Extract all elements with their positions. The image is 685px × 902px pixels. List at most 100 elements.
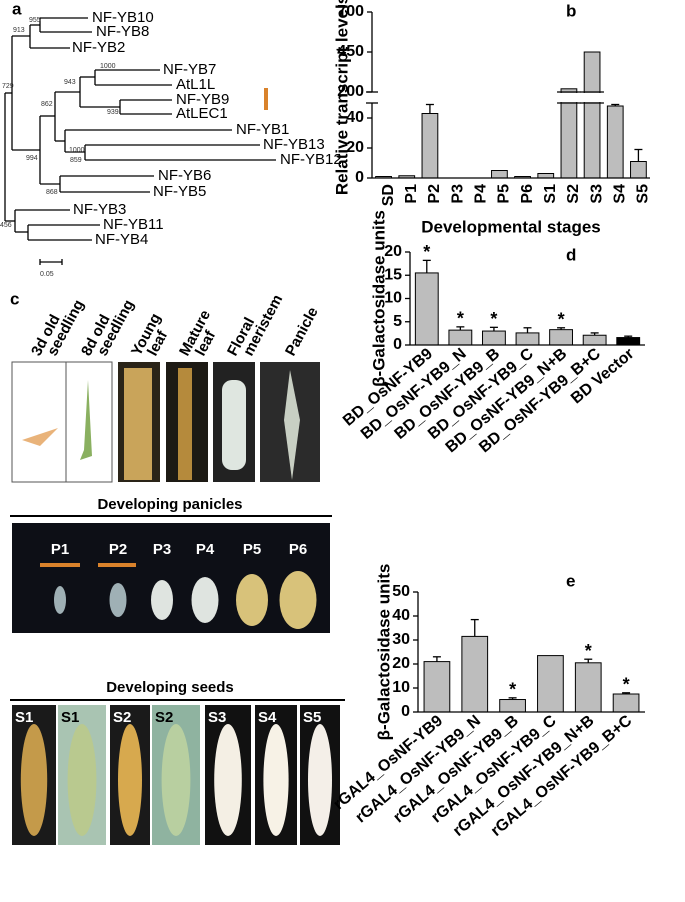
bootstrap-value: 729 bbox=[2, 83, 14, 90]
stage-label: S1 bbox=[15, 709, 33, 726]
bootstrap-value: 868 bbox=[46, 189, 58, 196]
bar bbox=[560, 88, 578, 179]
stage-label: S4 bbox=[258, 709, 277, 726]
panel-label: b bbox=[566, 1, 576, 20]
panicle bbox=[284, 370, 300, 480]
leaf-label: NF-YB3 bbox=[73, 201, 126, 218]
y-tick-label: 15 bbox=[384, 266, 402, 283]
scale-label: 0.05 bbox=[40, 271, 54, 278]
bar bbox=[414, 272, 439, 346]
y-tick-label: 50 bbox=[392, 583, 410, 600]
bar bbox=[461, 635, 489, 713]
x-tick-label: P6 bbox=[519, 184, 536, 204]
panicle bbox=[109, 583, 127, 617]
significance: * bbox=[423, 242, 430, 262]
x-tick-label: S2 bbox=[565, 184, 582, 204]
bootstrap-value: 1000 bbox=[69, 147, 85, 154]
stage-label: P2 bbox=[109, 541, 127, 558]
y-tick-label: 10 bbox=[384, 290, 402, 307]
panicle bbox=[151, 580, 173, 620]
bar bbox=[482, 330, 506, 346]
y-axis-title: Relative transcript levels bbox=[332, 0, 351, 195]
stage-label: S1 bbox=[61, 709, 79, 726]
panicle bbox=[54, 586, 66, 614]
tissue-label: Panicle bbox=[282, 304, 322, 358]
leaf-label: NF-YB12 bbox=[280, 151, 342, 168]
bar bbox=[582, 334, 607, 346]
bar bbox=[537, 173, 555, 179]
y-axis-title: β-Galactosidase units bbox=[374, 564, 393, 741]
meristem bbox=[222, 380, 246, 470]
seedling bbox=[80, 380, 92, 460]
y-tick-label: 200 bbox=[337, 83, 364, 100]
stage-label: S2 bbox=[113, 709, 131, 726]
seed bbox=[308, 724, 332, 836]
leaf bbox=[124, 368, 152, 480]
significance: * bbox=[585, 641, 592, 661]
significance: * bbox=[558, 310, 565, 330]
x-tick-label: P3 bbox=[449, 184, 466, 204]
bar bbox=[606, 105, 624, 179]
panel-label: d bbox=[566, 245, 576, 264]
leaf-label: NF-YB9 bbox=[176, 91, 229, 108]
x-tick-label: S4 bbox=[611, 184, 628, 204]
leaf-label: NF-YB7 bbox=[163, 61, 216, 78]
y-tick-label: 40 bbox=[392, 607, 410, 624]
bootstrap-value: 943 bbox=[64, 79, 76, 86]
leaf-label: NF-YB11 bbox=[103, 216, 164, 233]
stage-label: S3 bbox=[208, 709, 226, 726]
bar bbox=[583, 51, 601, 179]
stage-label: P4 bbox=[196, 541, 215, 558]
leaf-label: NF-YB1 bbox=[236, 121, 289, 138]
y-tick-label: 30 bbox=[392, 631, 410, 648]
leaf-label: NF-YB5 bbox=[153, 183, 206, 200]
leaf bbox=[178, 368, 192, 480]
seed bbox=[263, 724, 289, 836]
section-title: Developing panicles bbox=[97, 496, 242, 513]
seed bbox=[214, 724, 242, 836]
leaf-label: NF-YB6 bbox=[158, 167, 211, 184]
stage-label: S5 bbox=[303, 709, 321, 726]
x-axis-title: Developmental stages bbox=[421, 217, 601, 236]
seed bbox=[20, 724, 48, 836]
bootstrap-value: 939 bbox=[107, 109, 119, 116]
section-title: Developing seeds bbox=[106, 679, 234, 696]
bar bbox=[423, 661, 451, 713]
photo bbox=[12, 523, 330, 633]
y-tick-label: 20 bbox=[384, 243, 402, 260]
significance: * bbox=[509, 680, 516, 700]
y-tick-label: 0 bbox=[401, 703, 410, 720]
y-tick-label: 10 bbox=[392, 679, 410, 696]
bar bbox=[421, 113, 439, 179]
bar bbox=[549, 329, 573, 346]
y-tick-label: 5 bbox=[393, 313, 402, 330]
panel-label: a bbox=[12, 0, 22, 18]
y-tick-label: 450 bbox=[337, 43, 364, 60]
panicle bbox=[191, 577, 219, 623]
x-tick-label: S1 bbox=[542, 184, 559, 204]
significance: * bbox=[490, 309, 497, 329]
bootstrap-value: 859 bbox=[70, 157, 82, 164]
seed bbox=[118, 724, 142, 836]
seedling bbox=[22, 428, 58, 446]
y-tick-label: 0 bbox=[355, 169, 364, 186]
y-tick-label: 700 bbox=[337, 3, 364, 20]
highlight-bar bbox=[264, 88, 268, 110]
phylogenetic-tree bbox=[4, 17, 276, 265]
bar bbox=[612, 693, 640, 713]
x-tick-label: P4 bbox=[472, 184, 489, 204]
bar bbox=[616, 337, 641, 346]
bootstrap-value: 913 bbox=[13, 27, 25, 34]
stage-label: P3 bbox=[153, 541, 171, 558]
bar bbox=[574, 662, 602, 713]
stage-label: S2 bbox=[155, 709, 173, 726]
x-tick-label: P5 bbox=[496, 184, 513, 204]
leaf-label: NF-YB8 bbox=[96, 23, 149, 40]
bar bbox=[537, 655, 564, 713]
panel-label: e bbox=[566, 571, 575, 590]
axis-break bbox=[366, 93, 650, 102]
stage-label: P5 bbox=[243, 541, 261, 558]
y-tick-label: 20 bbox=[346, 139, 364, 156]
panicle bbox=[279, 571, 317, 629]
seed bbox=[67, 724, 97, 836]
